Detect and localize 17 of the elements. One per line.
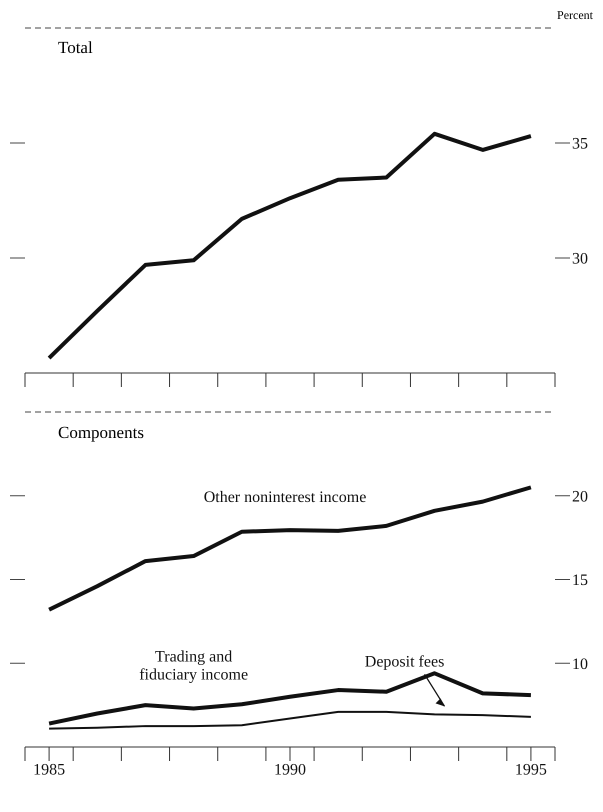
y-axis-title: Percent bbox=[556, 8, 594, 23]
text: Deposit fees bbox=[364, 653, 444, 670]
series-label: Other noninterest income bbox=[204, 489, 366, 506]
line-series bbox=[47, 132, 533, 360]
y-tick-label: 20 bbox=[572, 488, 588, 506]
line-series bbox=[47, 485, 533, 612]
y-tick-label: 15 bbox=[572, 572, 588, 590]
y-tick-label: 35 bbox=[572, 136, 588, 153]
y-tick-label: 30 bbox=[572, 250, 588, 268]
text: Components bbox=[58, 423, 144, 443]
x-tick-label: 1985 bbox=[33, 761, 66, 778]
text: Total bbox=[58, 38, 93, 58]
y-tick-label: 10 bbox=[572, 656, 588, 673]
line-series bbox=[48, 710, 532, 730]
series-label: Trading and fiduciary income bbox=[139, 648, 248, 684]
x-tick-label: 1995 bbox=[514, 761, 547, 778]
x-tick-label: 1990 bbox=[274, 761, 306, 778]
